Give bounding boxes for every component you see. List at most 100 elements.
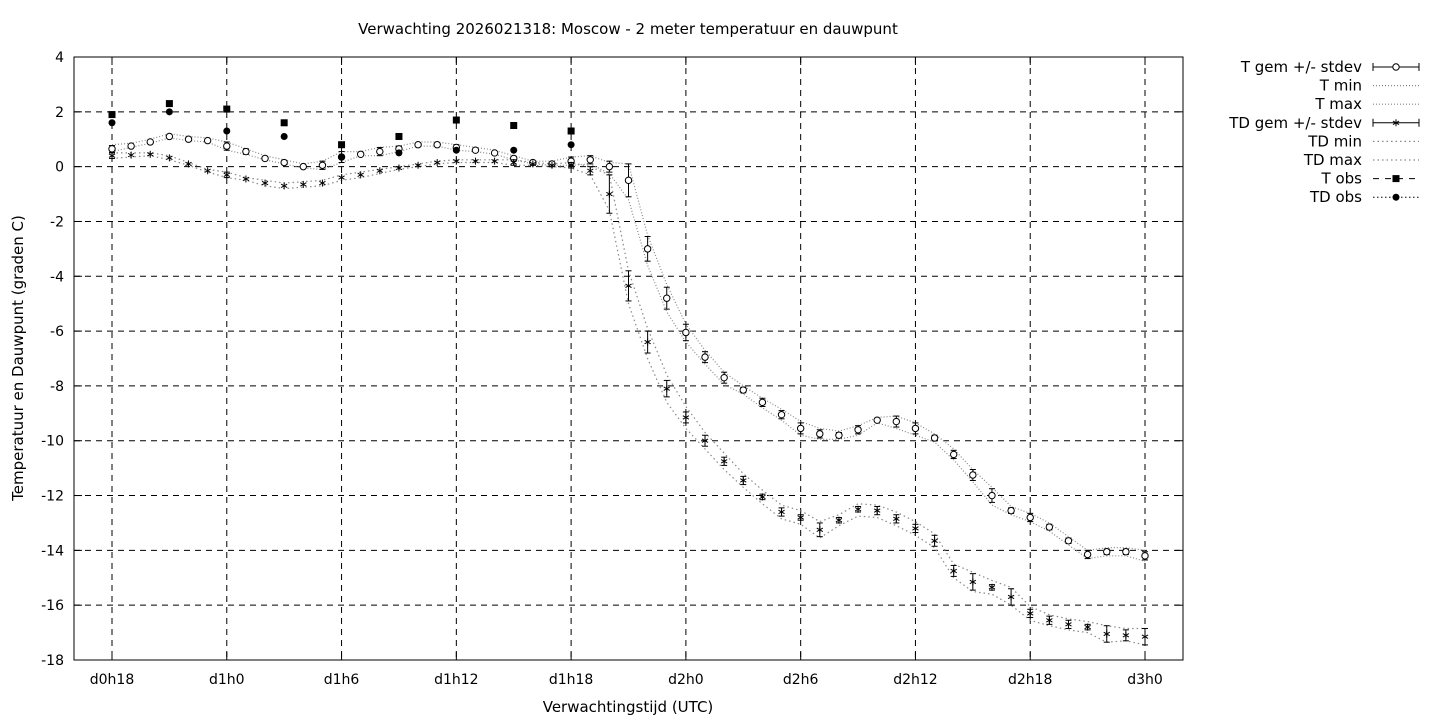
t-mean-point (911, 422, 920, 435)
td-mean-point (988, 583, 996, 591)
t-mean-point (1007, 506, 1015, 515)
x-tick-label: d2h6 (783, 672, 819, 688)
td-mean-marker (223, 171, 231, 179)
t-obs-point (395, 132, 403, 140)
td-mean-marker (912, 524, 919, 532)
t-mean-point (586, 155, 594, 165)
t-mean-point (854, 425, 862, 435)
y-tick-label: 4 (55, 50, 64, 66)
td-mean-marker (548, 161, 556, 169)
td-mean-marker (376, 167, 384, 175)
t-obs-point (108, 111, 116, 119)
td-mean-point (204, 167, 211, 175)
td-mean-marker (185, 160, 192, 168)
plot-area (108, 100, 1149, 646)
axis-ticks: 4 2 0 -2 -4 -6 -8 -10 -12 -14 -16 -18 d0h18 d1h0 d1h6 d… (41, 50, 1183, 688)
td-obs-point (223, 127, 231, 135)
t-mean-marker (471, 146, 480, 154)
t-mean-point (1045, 523, 1054, 531)
t-mean-point (1122, 548, 1130, 556)
t-mean-marker (988, 491, 996, 500)
td-obs-point (280, 132, 288, 140)
t-mean-marker (911, 424, 920, 433)
t-mean-marker (414, 141, 422, 149)
td-mean-marker (491, 157, 498, 165)
legend-marker (1392, 175, 1400, 183)
td-mean-marker (414, 161, 422, 169)
legend-label: TD min (1307, 132, 1362, 150)
t-mean-marker (318, 161, 327, 169)
td-obs-point (452, 146, 460, 154)
t-mean-point (816, 429, 824, 439)
t-mean-point (127, 142, 135, 150)
td-mean-marker (873, 507, 881, 515)
td-mean-marker (969, 578, 977, 586)
td-mean-marker (1026, 609, 1034, 617)
td-mean-point (146, 150, 154, 158)
td-mean-marker (453, 157, 460, 165)
td-mean-marker (108, 152, 116, 160)
td-mean-point (873, 506, 881, 516)
t-mean-marker (816, 430, 824, 438)
td-mean-point (357, 171, 364, 179)
t-mean-marker (663, 294, 671, 302)
t-mean-point (643, 236, 652, 262)
td-mean-marker (625, 282, 632, 290)
td-mean-marker (1103, 630, 1111, 638)
t-mean-point (950, 449, 958, 460)
td-mean-point (395, 164, 403, 172)
t-mean-marker (701, 353, 709, 361)
td-mean-point (912, 523, 919, 534)
t-mean-point (1026, 512, 1034, 523)
td-obs-point (395, 149, 403, 157)
y-tick-label: -10 (41, 434, 64, 450)
grid (74, 57, 1183, 660)
legend-label: TD obs (1309, 188, 1362, 206)
td-mean-point (529, 160, 537, 168)
td-mean-marker (510, 159, 518, 167)
x-tick-label: d1h18 (549, 672, 593, 688)
t-mean-marker (682, 328, 690, 337)
td-mean-marker (146, 150, 154, 158)
t-mean-marker (835, 431, 843, 439)
y-tick-label: -6 (50, 324, 64, 340)
t-mean-marker (203, 136, 212, 145)
t-mean-marker (950, 450, 958, 459)
td-mean-marker (300, 180, 307, 188)
t-mean-marker (146, 138, 154, 146)
td-mean-marker (1007, 593, 1015, 601)
td-mean-point (433, 159, 441, 167)
td-mean-point (720, 456, 728, 466)
td-mean-point (644, 330, 651, 354)
x-tick-label: d3h0 (1127, 672, 1163, 688)
td-mean-point (338, 174, 345, 182)
t-obs-point (338, 141, 346, 149)
y-axis-label: Temperatuur en Dauwpunt (graden C) (9, 215, 27, 502)
td-mean-point (682, 411, 690, 424)
t-mean-point (969, 469, 977, 481)
t-mean-marker (873, 416, 881, 424)
t-mean-point (261, 154, 269, 163)
t-mean-marker (184, 135, 193, 143)
t-mean-point (682, 323, 690, 342)
t-mean-marker (376, 147, 384, 156)
td-mean-marker (931, 537, 938, 545)
td-mean-point (166, 154, 173, 162)
t-obs-point (223, 105, 231, 113)
td-mean-point (759, 493, 766, 501)
legend-entry: T obs (1321, 170, 1419, 188)
td-mean-point (854, 505, 862, 513)
td-mean-marker (720, 457, 728, 465)
td-mean-marker (242, 175, 250, 183)
td-mean-marker (759, 493, 766, 501)
x-axis-label: Verwachtingstijd (UTC) (543, 698, 714, 716)
td-mean-marker (854, 505, 862, 513)
td-mean-point (778, 507, 785, 517)
td-mean-marker (127, 151, 135, 159)
td-obs-point (567, 141, 575, 149)
td-mean-point (548, 161, 556, 169)
td-mean-marker (778, 508, 785, 516)
legend-entry: TD gem +/- stdev (1228, 114, 1420, 132)
t-mean-point (108, 145, 116, 153)
chart-title: Verwachting 2026021318: Moscow - 2 meter… (358, 20, 898, 38)
